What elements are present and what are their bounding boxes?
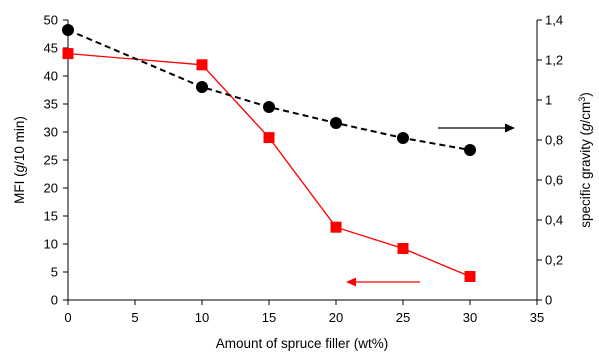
y-left-tick-label: 40 bbox=[44, 69, 58, 84]
y-left-tick-label: 15 bbox=[44, 209, 58, 224]
y-axis-right-ticks: 0 0,2 0,4 0,6 0,8 1 1,2 1,4 bbox=[537, 13, 563, 308]
y-right-tick-label: 0 bbox=[545, 293, 552, 308]
arrow-head-icon bbox=[505, 123, 515, 133]
y-axis-left-ticks: 0 5 10 15 20 25 30 35 40 45 50 bbox=[44, 13, 68, 308]
y-left-tick-label: 35 bbox=[44, 97, 58, 112]
data-point-circle bbox=[263, 101, 275, 113]
series-line-0 bbox=[67, 52, 471, 278]
data-point-square bbox=[397, 242, 409, 254]
data-point-circle bbox=[62, 24, 74, 36]
y-right-tick-label: 1,2 bbox=[545, 53, 563, 68]
y-left-tick-label: 10 bbox=[44, 237, 58, 252]
x-axis-ticks: 0 5 10 15 20 25 30 35 bbox=[64, 300, 544, 325]
y-axis-left-title: MFI (g/10 min) bbox=[12, 116, 27, 204]
x-axis-title: Amount of spruce filler (wt%) bbox=[216, 336, 389, 351]
y-left-tick-label: 5 bbox=[51, 265, 58, 280]
y-left-tick-label: 20 bbox=[44, 181, 58, 196]
y-left-tick-label: 25 bbox=[44, 153, 58, 168]
annotation-layer bbox=[346, 123, 515, 287]
data-point-circle bbox=[397, 132, 409, 144]
data-point-circle bbox=[464, 144, 476, 156]
y-left-tick-label: 30 bbox=[44, 125, 58, 140]
x-tick-label: 20 bbox=[329, 310, 343, 325]
y-left-tick-label: 45 bbox=[44, 41, 58, 56]
y-left-tick-label: 50 bbox=[44, 13, 58, 28]
x-tick-label: 15 bbox=[262, 310, 276, 325]
data-point-square bbox=[62, 48, 74, 60]
data-point-square bbox=[464, 270, 476, 282]
y-right-tick-label: 0,2 bbox=[545, 253, 563, 268]
y-axis-right-title: specific gravity (g/cm3) bbox=[577, 92, 593, 228]
data-point-square bbox=[330, 221, 342, 233]
series-line-1 bbox=[67, 29, 471, 151]
y-right-tick-label: 0,4 bbox=[545, 213, 563, 228]
data-point-circle bbox=[196, 81, 208, 93]
series-layer bbox=[62, 24, 476, 282]
data-point-square bbox=[196, 59, 208, 71]
y-right-tick-label: 1,4 bbox=[545, 13, 563, 28]
y-right-tick-label: 1 bbox=[545, 93, 552, 108]
x-tick-label: 5 bbox=[131, 310, 138, 325]
x-tick-label: 10 bbox=[195, 310, 209, 325]
x-tick-label: 30 bbox=[463, 310, 477, 325]
data-point-square bbox=[263, 132, 275, 144]
y-right-tick-label: 0,8 bbox=[545, 133, 563, 148]
arrow-head-icon bbox=[346, 277, 356, 287]
y-left-tick-label: 0 bbox=[51, 293, 58, 308]
plot-area bbox=[67, 20, 538, 301]
data-point-circle bbox=[330, 117, 342, 129]
x-tick-label: 35 bbox=[530, 310, 544, 325]
y-right-tick-label: 0,6 bbox=[545, 173, 563, 188]
x-tick-label: 0 bbox=[64, 310, 71, 325]
x-tick-label: 25 bbox=[396, 310, 410, 325]
